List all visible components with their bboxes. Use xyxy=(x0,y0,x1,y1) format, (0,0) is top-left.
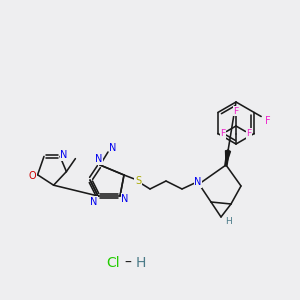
Text: H: H xyxy=(136,256,146,270)
Text: N: N xyxy=(121,194,129,204)
Text: –: – xyxy=(124,256,131,270)
Text: O: O xyxy=(29,171,36,181)
Text: N: N xyxy=(194,177,202,187)
Text: F: F xyxy=(220,129,226,138)
Text: N: N xyxy=(95,154,103,164)
Text: F: F xyxy=(246,129,252,138)
Text: N: N xyxy=(109,143,117,153)
Text: Cl: Cl xyxy=(106,256,120,270)
Polygon shape xyxy=(226,151,230,165)
Text: S: S xyxy=(135,176,141,186)
Text: H: H xyxy=(225,218,231,226)
Text: F: F xyxy=(233,106,238,116)
Text: N: N xyxy=(60,150,68,161)
Text: F: F xyxy=(266,116,271,125)
Text: N: N xyxy=(90,197,98,207)
